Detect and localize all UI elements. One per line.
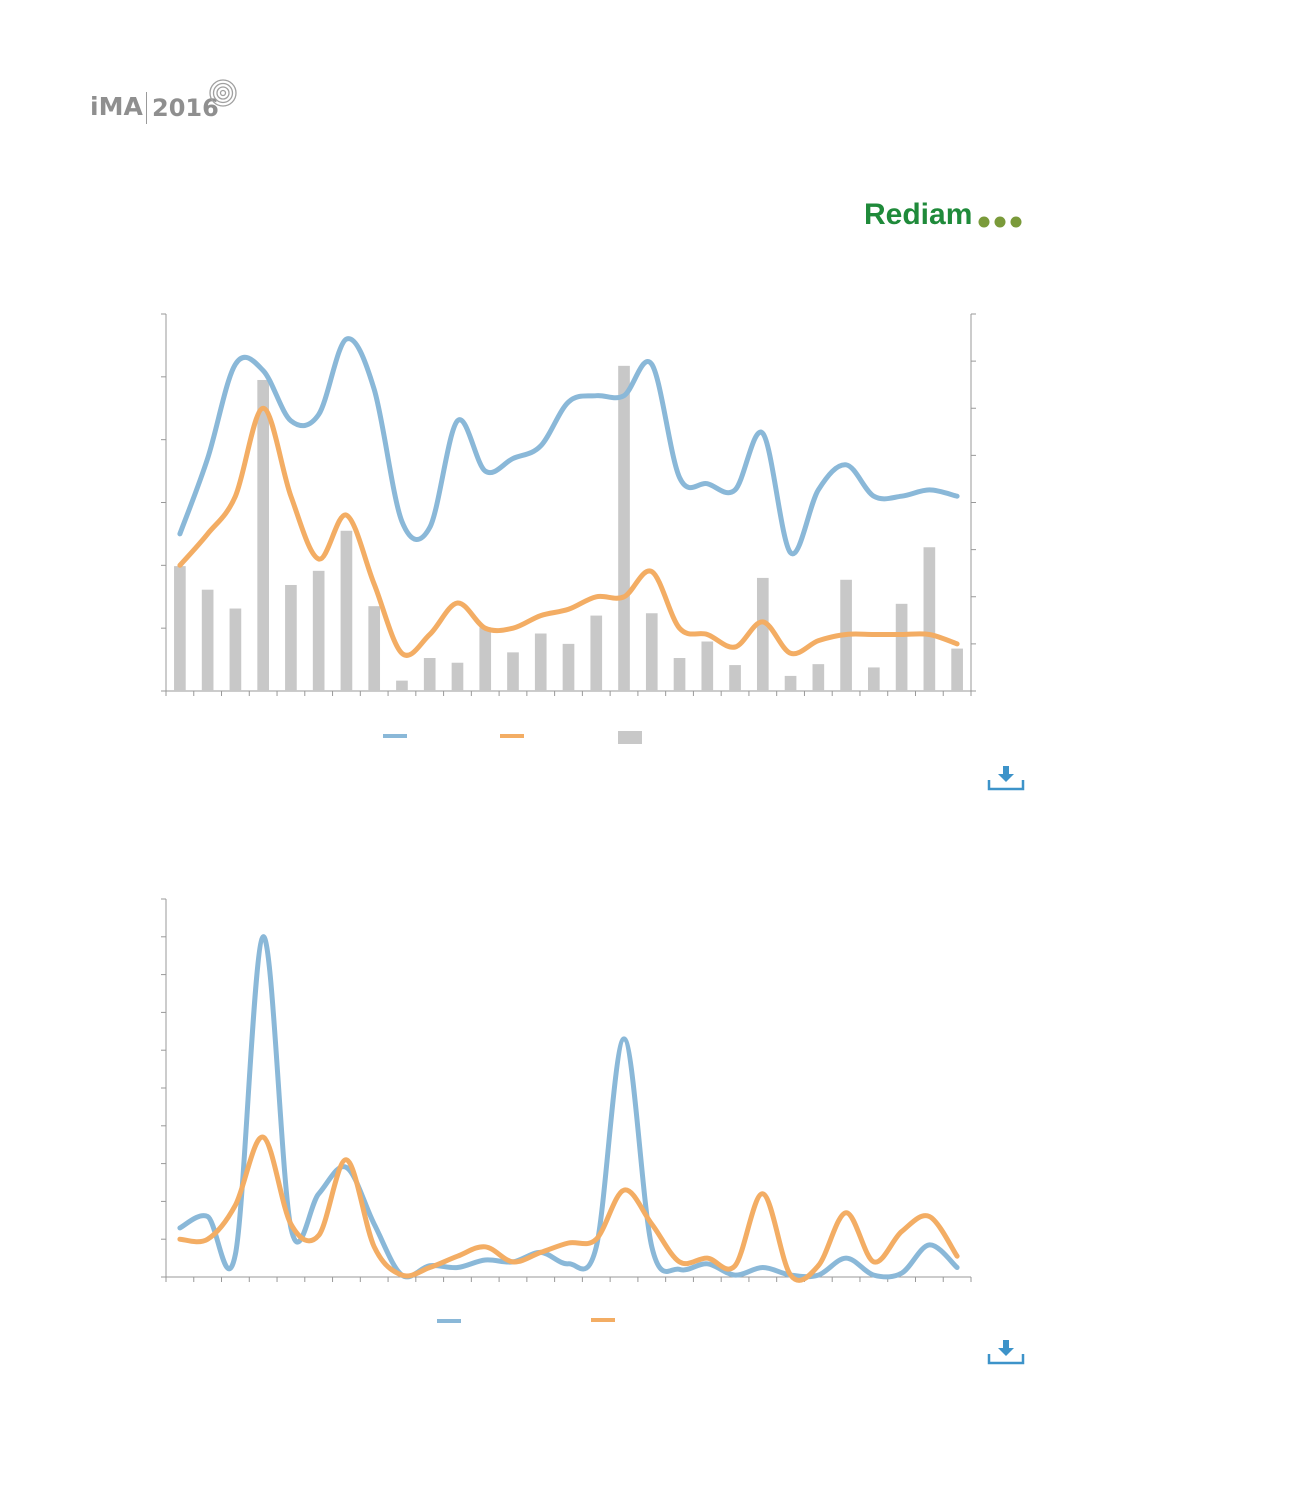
bar [812, 664, 825, 691]
legend-swatch-blue [437, 1319, 461, 1323]
chart-bottom [161, 898, 972, 1323]
series-line-1 [177, 336, 960, 557]
ima-logo-year: 2016 [152, 94, 219, 122]
chart-top [161, 313, 976, 744]
bar [590, 615, 603, 691]
legend-swatch-orange [500, 734, 524, 738]
bar [618, 365, 630, 691]
bar [396, 680, 408, 691]
bar [923, 547, 936, 691]
bar [423, 658, 436, 691]
ima-logo-text: iMA [90, 92, 143, 121]
bar [951, 648, 963, 691]
bar [784, 675, 797, 691]
bar [645, 613, 658, 691]
bar [868, 667, 880, 691]
rediam-logo-text: Rediam [864, 198, 973, 231]
bar [562, 643, 575, 691]
rediam-dots-icon [978, 216, 1022, 228]
bar [507, 652, 519, 691]
bar [895, 603, 908, 691]
download-icon [987, 766, 1025, 791]
download-button-top[interactable] [987, 764, 1025, 797]
legend-swatch-gray [618, 731, 642, 744]
ima-logo-separator [146, 92, 147, 124]
bar [729, 665, 741, 691]
bar [229, 608, 242, 691]
bar [534, 633, 547, 691]
rediam-logo: Rediam [864, 198, 1022, 232]
bar [368, 606, 381, 691]
download-icon [987, 1340, 1025, 1365]
legend-swatch-orange [591, 1318, 615, 1322]
bar [451, 662, 464, 691]
bar [201, 589, 214, 691]
download-button-bottom[interactable] [987, 1338, 1025, 1371]
bar [174, 566, 186, 691]
bar [285, 584, 297, 691]
series-line-2 [177, 405, 960, 658]
bar [257, 379, 269, 691]
bar [756, 577, 769, 691]
bar [312, 570, 325, 691]
bar [701, 641, 714, 691]
bar [673, 658, 686, 691]
rings-icon [209, 79, 237, 107]
series-line-1 [177, 934, 960, 1280]
legend-swatch-blue [383, 734, 407, 738]
bar [479, 627, 492, 691]
series-line-2 [177, 1134, 960, 1283]
bar [340, 530, 353, 691]
